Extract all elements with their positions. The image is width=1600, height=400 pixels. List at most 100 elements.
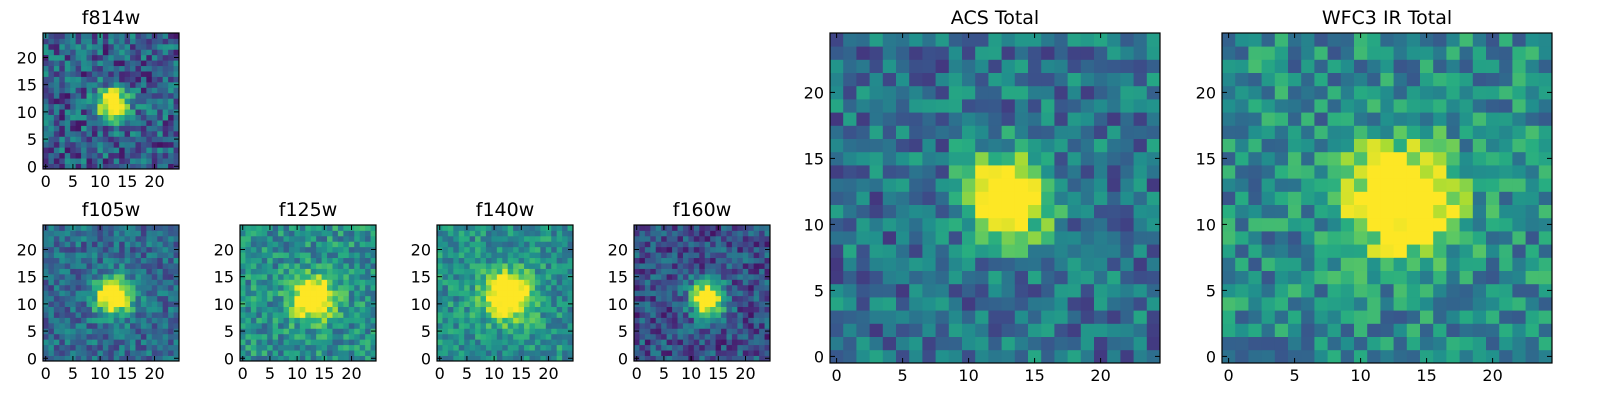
pixel-cell [1393,336,1408,351]
pixel-cell [119,54,125,61]
pixel-cell [661,290,668,297]
pixel-cell [1525,99,1540,113]
pixel-cell [1001,59,1016,73]
pixel-cell [518,241,525,248]
pixel-cell [130,235,136,242]
pixel-cell [655,279,662,286]
pixel-cell [442,317,449,324]
pixel-cell [1538,85,1553,100]
pixel-cell [135,109,142,115]
pixel-cell [699,246,706,253]
pixel-cell [710,290,716,297]
pixel-cell [130,65,136,72]
pixel-cell [157,279,164,286]
pixel-cell [64,163,71,170]
pixel-cell [1406,46,1421,60]
pixel-cell [359,246,366,253]
pixel-cell [1380,244,1394,258]
pixel-cell [882,112,897,126]
pixel-cell [655,230,662,237]
pixel-cell [70,268,77,275]
pixel-cell [1067,204,1082,219]
pixel-cell [639,355,646,362]
pixel-cell [135,268,142,275]
pixel-cell [677,328,684,335]
pixel-cell [869,99,884,113]
pixel-cell [86,290,93,297]
pixel-cell [437,306,443,313]
pixel-cell [59,114,66,121]
pixel-cell [437,344,443,351]
pixel-cell [830,33,844,47]
pixel-cell [1107,59,1121,73]
pixel-cell [1420,257,1434,271]
pixel-cell [644,301,651,307]
pixel-cell [1393,191,1408,205]
pixel-cell [935,336,950,351]
pixel-cell [1499,125,1513,139]
pixel-cell [1354,323,1368,337]
pixel-cell [119,225,125,231]
pixel-cell [119,43,125,50]
pixel-cell [935,72,950,87]
pixel-cell [168,263,174,269]
pixel-cell [261,252,268,259]
pixel-cell [162,141,169,148]
pixel-cell [1261,257,1276,271]
pixel-cell [86,350,93,356]
pixel-cell [278,312,284,318]
pixel-cell [157,344,164,351]
pixel-cell [524,263,530,269]
pixel-cell [1001,323,1016,337]
pixel-cell [1538,151,1553,166]
pixel-cell [256,322,263,329]
pixel-cell [437,350,443,356]
pixel-cell [562,268,568,275]
pixel-cell [1014,204,1029,219]
pixel-cell [168,33,174,39]
pixel-cell [513,273,519,280]
pixel-cell [97,60,104,67]
pixel-cell [545,268,552,275]
pixel-cell [256,317,263,324]
pixel-cell [146,252,153,259]
pixel-cell [458,235,465,242]
pixel-cell [556,333,563,340]
pixel-cell [1261,138,1276,153]
pixel-cell [151,65,158,72]
pixel-cell [146,136,153,143]
pixel-cell [1340,72,1355,87]
pixel-cell [759,328,765,335]
pixel-cell [1367,283,1381,298]
pixel-cell [299,257,306,264]
pixel-cell [1054,283,1068,298]
pixel-cell [480,273,487,280]
pixel-cell [1133,151,1148,166]
pixel-cell [151,43,158,50]
y-tick-label: 20 [17,48,37,67]
pixel-cell [70,295,77,302]
pixel-cell [332,257,339,264]
pixel-cell [1288,349,1302,364]
pixel-cell [896,297,910,311]
pixel-cell [108,290,115,297]
pixel-cell [1420,297,1434,311]
pixel-cell [453,322,460,329]
pixel-cell [1288,99,1302,113]
pixel-cell [250,344,257,351]
pixel-cell [737,322,744,329]
pixel-cell [305,301,312,307]
pixel-cell [1314,244,1328,258]
pixel-cell [491,295,498,302]
pixel-cell [48,147,55,154]
pixel-cell [909,85,923,100]
pixel-cell [1472,59,1487,73]
pixel-cell [480,301,487,307]
pixel-cell [283,241,290,248]
pixel-cell [962,217,976,232]
pixel-cell [59,290,66,297]
pixel-cell [1261,297,1276,311]
pixel-cell [245,317,252,324]
pixel-cell [245,295,252,302]
pixel-cell [1133,244,1148,258]
